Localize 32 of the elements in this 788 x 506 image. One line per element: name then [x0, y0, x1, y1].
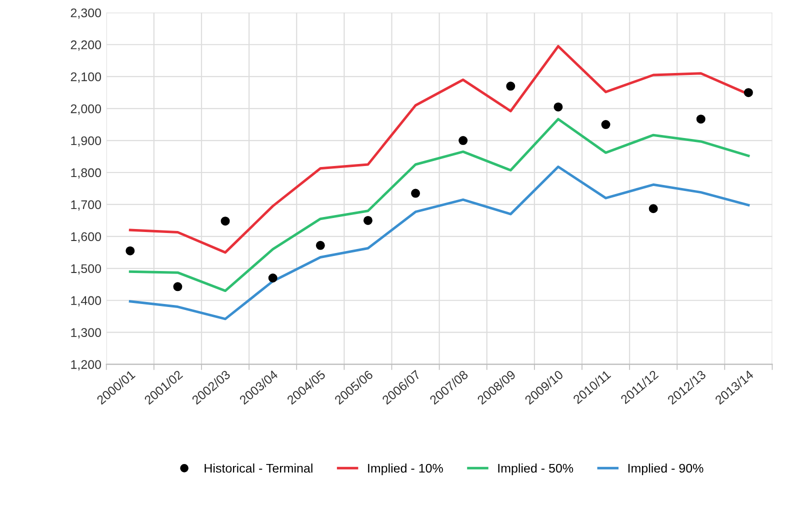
point: [126, 246, 135, 256]
legend-label: Implied - 90%: [628, 463, 704, 476]
y-tick-label: 1,300: [71, 328, 102, 338]
y-tick-label: 1,400: [71, 296, 102, 307]
y-tick-label: 1,200: [71, 360, 102, 370]
point: [173, 282, 182, 292]
point: [220, 216, 230, 226]
line-series: [128, 165, 750, 320]
point: [506, 82, 516, 91]
point: [411, 188, 420, 198]
y-tick-label: 2,300: [70, 8, 102, 19]
point: [363, 216, 372, 225]
legend-label: Implied - 50%: [498, 463, 574, 476]
y-tick-label: 1,800: [71, 168, 102, 179]
point: [601, 120, 610, 130]
point: [554, 102, 563, 112]
y-tick-label: 1,500: [71, 264, 102, 275]
legend-label: Historical - Terminal: [204, 463, 312, 473]
y-tick-label: 1,700: [71, 200, 102, 211]
y-tick-label: 2,000: [70, 104, 102, 115]
y-tick-label: 2,200: [70, 40, 102, 51]
legend-label: Implied - 10%: [368, 463, 443, 476]
point: [458, 136, 468, 146]
point: [316, 240, 325, 250]
point: [648, 204, 658, 214]
line-series: [128, 118, 750, 292]
y-tick-label: 1,900: [71, 136, 102, 147]
y-tick-label: 2,100: [70, 72, 102, 83]
point: [696, 114, 706, 124]
y-tick-label: 1,600: [71, 232, 102, 243]
point: [268, 274, 278, 282]
point: [744, 88, 753, 98]
